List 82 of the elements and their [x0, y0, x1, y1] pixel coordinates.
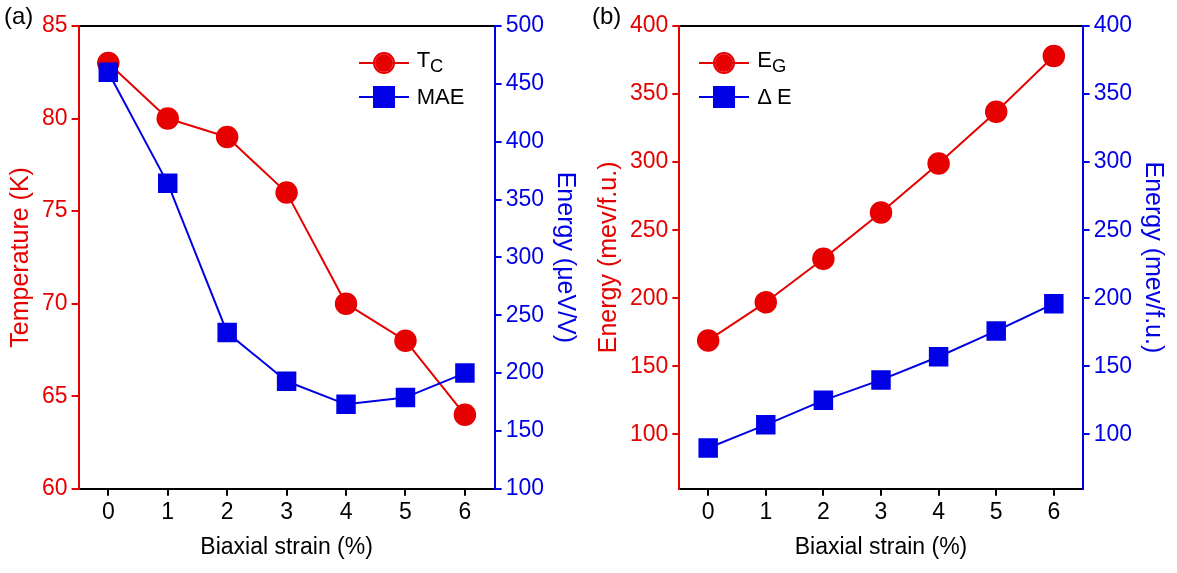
y2-tick-label: 200	[505, 358, 544, 385]
y-tick-label: 150	[630, 351, 669, 378]
x-tick-label: 3	[280, 497, 293, 524]
x-axis-title: Biaxial strain (%)	[794, 532, 968, 559]
y2-tick-label: 100	[505, 474, 544, 501]
y-tick-label: 80	[41, 103, 68, 130]
chart-title: (a)	[4, 2, 34, 30]
x-tick-label: 4	[932, 497, 946, 524]
point	[812, 247, 835, 271]
y-tick-label: 350	[630, 79, 669, 106]
x-tick-label: 0	[101, 497, 115, 524]
x-tick-label: 2	[220, 497, 234, 524]
x-tick-label: 4	[339, 497, 353, 524]
y2-tick-label: 150	[505, 416, 544, 443]
y-tick-label: 60	[41, 474, 68, 501]
x-tick-label: 1	[161, 497, 175, 524]
y2-tick-label: 350	[1093, 79, 1132, 106]
y-tick-label: 75	[41, 196, 68, 223]
y2-tick-label: 500	[505, 11, 544, 38]
y-axis-title: Energy (mev/f.u.)	[592, 161, 621, 354]
point	[336, 394, 356, 415]
y2-tick-label: 450	[505, 69, 544, 96]
x-tick-label: 3	[874, 497, 888, 524]
y2-axis-title: Energy (mev/f.u.)	[1141, 161, 1170, 354]
y2-tick-label: 150	[1093, 351, 1132, 378]
point	[984, 100, 1008, 123]
y2-axis-title: Energy (μeV/V)	[553, 171, 582, 344]
y-tick-label: 200	[630, 283, 669, 310]
x-tick-label: 6	[1047, 497, 1061, 524]
y2-tick-label: 400	[505, 127, 544, 154]
point	[217, 322, 237, 343]
x-tick-label: 5	[399, 497, 412, 524]
y-tick-label: 100	[630, 419, 669, 446]
y-tick-label: 400	[630, 11, 669, 38]
point	[869, 201, 893, 224]
point	[698, 438, 718, 458]
point	[276, 371, 297, 391]
y-tick-label: 250	[630, 215, 669, 242]
y2-tick-label: 250	[505, 300, 544, 327]
point	[986, 321, 1006, 341]
point	[98, 62, 119, 83]
point	[756, 415, 776, 435]
y2-tick-label: 100	[1093, 419, 1132, 446]
legend-label: E$_{G}$	[757, 45, 787, 79]
y-axis-title: Temperature (K)	[4, 167, 33, 348]
point	[395, 387, 416, 408]
point	[1042, 44, 1066, 68]
point	[1044, 293, 1064, 314]
chart-title: (b)	[592, 2, 622, 30]
y-tick-label: 300	[630, 147, 669, 174]
y2-tick-label: 300	[505, 242, 544, 269]
point	[215, 125, 239, 149]
point	[334, 292, 358, 315]
legend-label: MAE	[416, 83, 465, 111]
point	[156, 107, 179, 130]
point	[927, 152, 950, 175]
point	[754, 291, 778, 314]
y2-tick-label: 400	[1093, 11, 1132, 38]
y-tick-label: 70	[41, 289, 68, 316]
y2-tick-label: 300	[1093, 147, 1132, 174]
y2-tick-label: 350	[505, 184, 544, 211]
point	[871, 370, 891, 390]
point	[158, 173, 178, 194]
legend-label: Δ E	[757, 83, 792, 111]
point	[275, 181, 298, 204]
point	[455, 363, 475, 383]
y-tick-label: 85	[41, 11, 68, 38]
x-tick-label: 1	[759, 497, 773, 524]
x-axis-title: Biaxial strain (%)	[200, 532, 373, 559]
x-tick-label: 2	[816, 497, 830, 524]
y-tick-label: 65	[41, 381, 68, 408]
point	[928, 347, 949, 367]
y2-tick-label: 250	[1093, 215, 1132, 242]
point	[453, 403, 477, 426]
legend-label: T$_{C}$	[416, 45, 444, 79]
x-tick-label: 5	[989, 497, 1003, 524]
point	[696, 329, 720, 352]
point	[394, 329, 417, 352]
point	[813, 390, 834, 411]
x-tick-label: 6	[458, 497, 472, 524]
y2-tick-label: 200	[1093, 283, 1132, 310]
x-tick-label: 0	[701, 497, 715, 524]
